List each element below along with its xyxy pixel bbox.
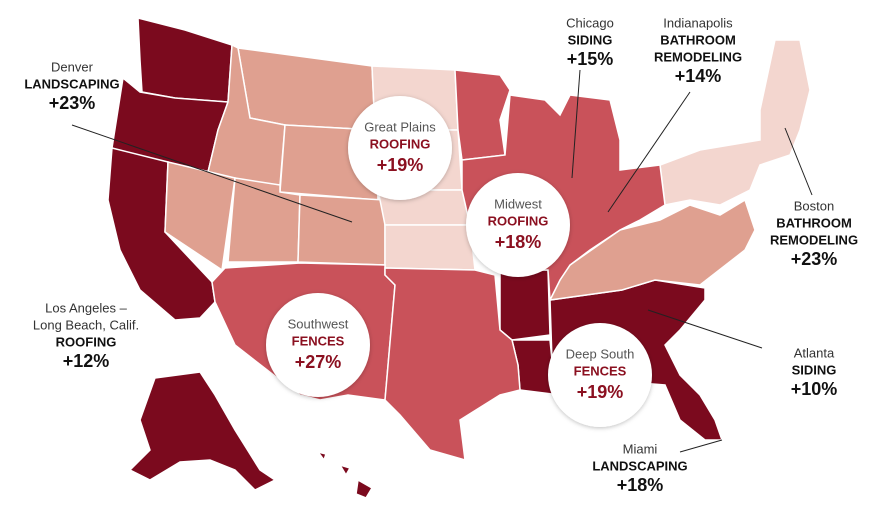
category: BATHROOM (660, 32, 736, 47)
labels: Great Plains ROOFING +19% Midwest ROOFING +18… (24, 15, 858, 494)
change: +14% (675, 66, 722, 86)
region-change: +27% (295, 352, 342, 372)
region-change: +18% (495, 232, 542, 252)
region-change: +19% (377, 155, 424, 175)
city: Boston (794, 198, 834, 213)
category: SIDING (792, 362, 837, 377)
category: SIDING (568, 32, 613, 47)
category: LANDSCAPING (592, 458, 687, 473)
states (107, 17, 811, 499)
region-category: ROOFING (488, 213, 549, 228)
region-circle (548, 323, 652, 427)
region-name: Deep South (566, 346, 635, 361)
category: BATHROOM (776, 215, 852, 230)
category: LANDSCAPING (24, 76, 119, 91)
change: +15% (567, 49, 614, 69)
change: +23% (49, 93, 96, 113)
category: REMODELING (654, 49, 742, 64)
region-category: FENCES (292, 333, 345, 348)
change: +23% (791, 249, 838, 269)
region-circle (266, 293, 370, 397)
city: Los Angeles – (45, 300, 127, 315)
change: +18% (617, 475, 664, 495)
leader-lines (71, 69, 813, 453)
category: REMODELING (770, 232, 858, 247)
city: Long Beach, Calif. (33, 317, 139, 332)
region-circle (466, 173, 570, 277)
change: +10% (791, 379, 838, 399)
city: Denver (51, 59, 94, 74)
region-category: ROOFING (370, 136, 431, 151)
change: +12% (63, 351, 110, 371)
category: ROOFING (56, 334, 117, 349)
city: Miami (623, 441, 658, 456)
region-name: Southwest (288, 316, 349, 331)
city: Chicago (566, 15, 614, 30)
region-circle (348, 96, 452, 200)
region-category: FENCES (574, 363, 627, 378)
region-name: Midwest (494, 196, 542, 211)
region-name: Great Plains (364, 119, 436, 134)
city: Indianapolis (663, 15, 733, 30)
region-change: +19% (577, 382, 624, 402)
city: Atlanta (794, 345, 835, 360)
